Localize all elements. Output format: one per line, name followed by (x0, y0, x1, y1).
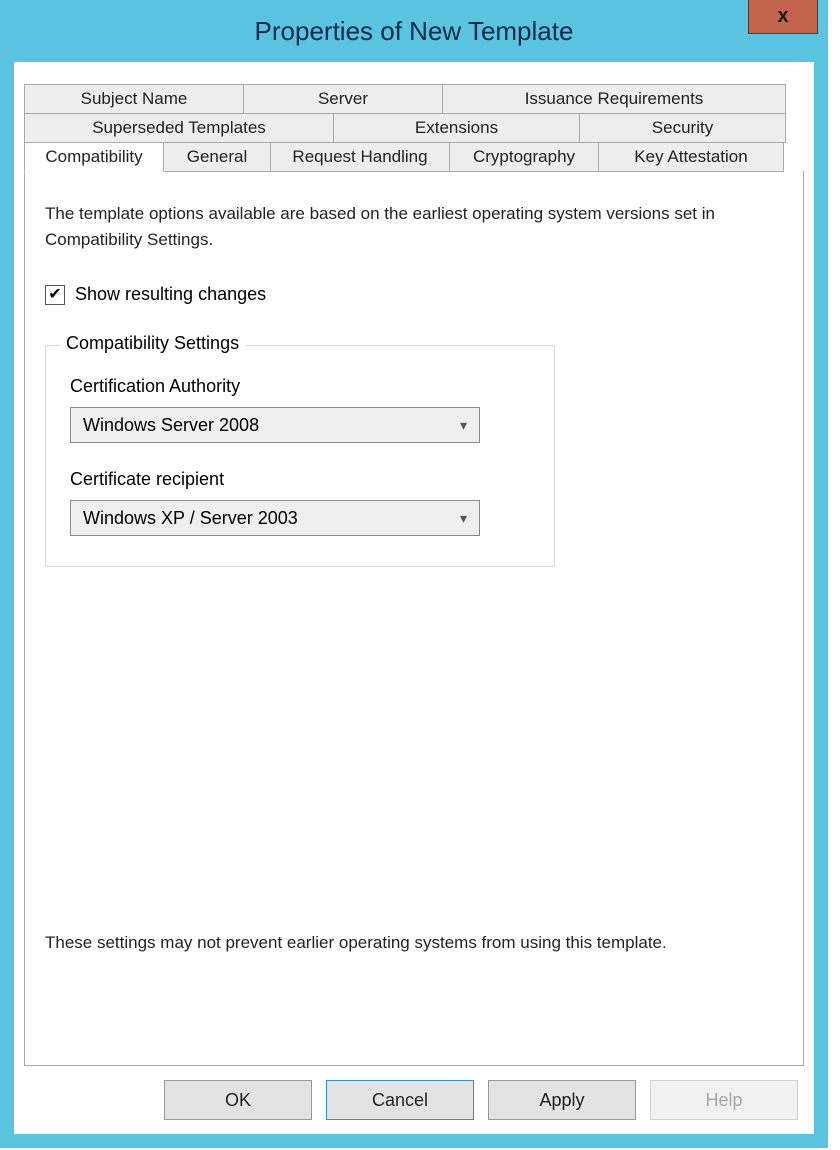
tab-general[interactable]: General (163, 142, 271, 172)
tab-server[interactable]: Server (243, 84, 443, 114)
titlebar: Properties of New Template x (14, 0, 814, 62)
tab-panel-compatibility: The template options available are based… (24, 171, 804, 1066)
tab-key-attestation[interactable]: Key Attestation (598, 142, 784, 172)
help-button: Help (650, 1080, 798, 1120)
recipient-label: Certificate recipient (70, 469, 530, 490)
tab-container: Subject NameServerIssuance Requirements … (24, 84, 804, 171)
bottom-gap (45, 955, 783, 1045)
compatibility-settings-group: Compatibility Settings Certification Aut… (45, 345, 555, 567)
apply-button[interactable]: Apply (488, 1080, 636, 1120)
tab-request-handling[interactable]: Request Handling (270, 142, 450, 172)
tab-cryptography[interactable]: Cryptography (449, 142, 599, 172)
ca-label: Certification Authority (70, 376, 530, 397)
close-icon: x (777, 5, 788, 28)
cancel-button[interactable]: Cancel (326, 1080, 474, 1120)
ca-dropdown[interactable]: Windows Server 2008 ▾ (70, 407, 480, 443)
compatibility-settings-legend: Compatibility Settings (60, 333, 245, 354)
close-button[interactable]: x (748, 0, 818, 34)
ca-dropdown-value: Windows Server 2008 (83, 415, 259, 436)
show-changes-label: Show resulting changes (75, 284, 266, 305)
window-title: Properties of New Template (255, 16, 574, 47)
tab-row-3: CompatibilityGeneralRequest HandlingCryp… (24, 142, 804, 171)
tab-superseded-templates[interactable]: Superseded Templates (24, 113, 334, 143)
spacer (45, 607, 783, 930)
tab-row-1: Subject NameServerIssuance Requirements (24, 84, 804, 113)
chevron-down-icon: ▾ (460, 417, 467, 434)
recipient-dropdown-value: Windows XP / Server 2003 (83, 508, 298, 529)
tab-compatibility[interactable]: Compatibility (24, 142, 164, 172)
chevron-down-icon: ▾ (460, 510, 467, 527)
properties-dialog-window: Properties of New Template x Subject Nam… (0, 0, 828, 1148)
compatibility-footnote: These settings may not prevent earlier o… (45, 930, 783, 956)
dialog-button-row: OK Cancel Apply Help (24, 1066, 804, 1120)
tab-row-2: Superseded TemplatesExtensionsSecurity (24, 113, 804, 142)
tab-extensions[interactable]: Extensions (333, 113, 580, 143)
checkmark-icon: ✔ (48, 287, 61, 303)
ok-button[interactable]: OK (164, 1080, 312, 1120)
tab-subject-name[interactable]: Subject Name (24, 84, 244, 114)
dialog-body: Subject NameServerIssuance Requirements … (14, 62, 814, 1134)
compatibility-description: The template options available are based… (45, 201, 783, 252)
tab-security[interactable]: Security (579, 113, 786, 143)
recipient-dropdown[interactable]: Windows XP / Server 2003 ▾ (70, 500, 480, 536)
show-changes-checkbox[interactable]: ✔ (45, 285, 65, 305)
show-changes-row: ✔ Show resulting changes (45, 284, 783, 305)
tab-issuance-requirements[interactable]: Issuance Requirements (442, 84, 786, 114)
